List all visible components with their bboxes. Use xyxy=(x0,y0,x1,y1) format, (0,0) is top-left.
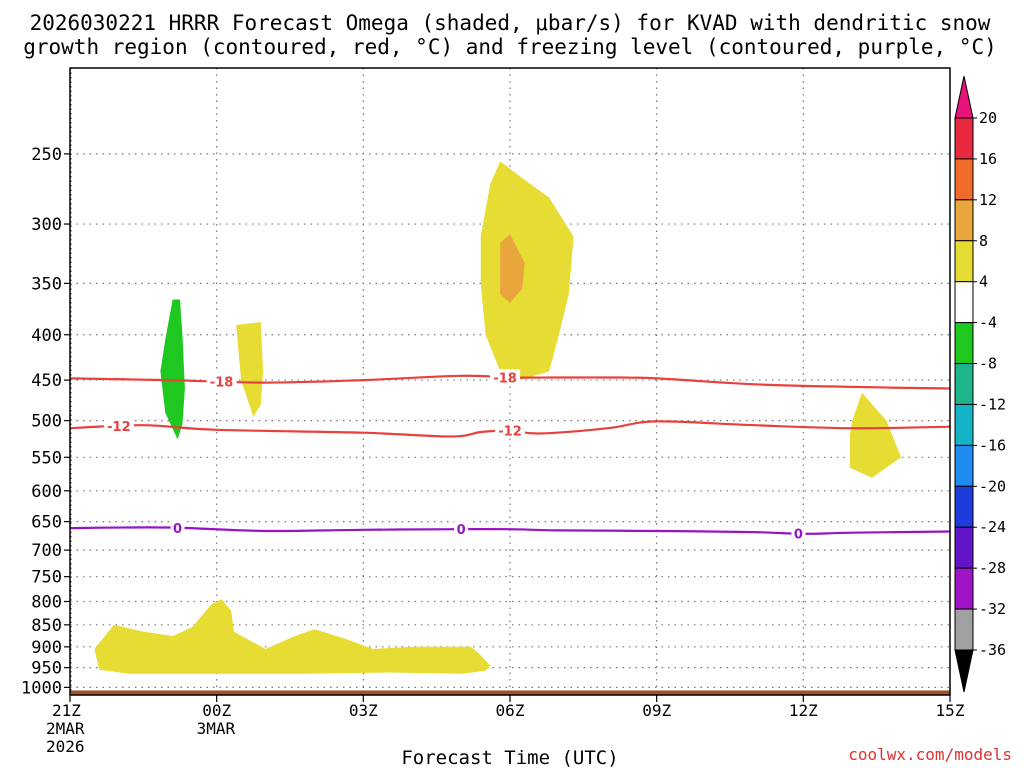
colorbar-box xyxy=(954,199,974,242)
colorbar-label: 20 xyxy=(979,109,997,127)
colorbar-box xyxy=(954,608,974,651)
omega-upper-core xyxy=(500,234,525,303)
x-tick-label: 15Z xyxy=(936,701,965,720)
dendritic-minus-18-line xyxy=(69,374,951,390)
colorbar-box xyxy=(954,117,974,160)
colorbar-box xyxy=(954,158,974,201)
contour-lines: -18 -18 -12 -12 0 0 0 xyxy=(69,369,951,543)
y-tick-label: 650 xyxy=(31,513,62,533)
dendritic-minus-18-label: -18 xyxy=(493,371,517,386)
y-tick-label: 950 xyxy=(31,659,62,679)
chart-title-line-1: 2026030221 HRRR Forecast Omega (shaded, … xyxy=(30,11,991,35)
colorbar-box xyxy=(954,240,974,283)
omega-upper-positive xyxy=(480,161,574,381)
omega-shading xyxy=(94,161,902,674)
x-tick-label: 09Z xyxy=(642,701,671,720)
y-tick-label: 700 xyxy=(31,541,62,561)
x-axis-title: Forecast Time (UTC) xyxy=(401,747,618,768)
omega-right-positive xyxy=(849,392,902,478)
freezing-level-0-label-bg xyxy=(454,521,469,537)
x-tick-sublabel-year: 2026 xyxy=(46,737,85,756)
colorbar-label: -4 xyxy=(979,314,997,332)
freezing-level-0-label: 0 xyxy=(173,522,182,537)
y-tick-label: 350 xyxy=(31,274,62,294)
colorbar-box xyxy=(954,281,974,324)
colorbar-label: 4 xyxy=(979,273,988,291)
y-tick-label: 250 xyxy=(31,145,62,165)
omega-negative xyxy=(160,299,185,440)
y-tick-label: 750 xyxy=(31,568,62,588)
freezing-level-0-label-bg xyxy=(170,519,185,535)
colorbar-label: -36 xyxy=(979,641,1006,659)
y-tick-label: 300 xyxy=(31,215,62,235)
colorbar-box xyxy=(954,403,974,446)
y-tick-label: 450 xyxy=(31,371,62,391)
surface-terrain-bar xyxy=(70,690,950,695)
credit-text: coolwx.com/models xyxy=(848,745,1012,764)
dendritic-minus-18-label: -18 xyxy=(210,375,234,390)
colorbar-box xyxy=(954,322,974,365)
x-tick-label: 12Z xyxy=(789,701,818,720)
colorbar-label: 16 xyxy=(979,150,997,168)
colorbar-box xyxy=(954,526,974,569)
dendritic-minus-18-label-bg xyxy=(206,373,237,389)
dendritic-minus-12-label: -12 xyxy=(498,425,522,440)
colorbar-label: -12 xyxy=(979,395,1006,413)
colorbar-label: 8 xyxy=(979,232,988,250)
omega-small-positive xyxy=(236,322,264,417)
y-tick-label: 850 xyxy=(31,616,62,636)
colorbar-box xyxy=(954,567,974,610)
dendritic-minus-12-label-bg xyxy=(495,422,525,438)
x-tick-sublabel-date: 2MAR xyxy=(46,719,85,738)
x-tick-label: 03Z xyxy=(349,701,378,720)
surface-bar xyxy=(70,690,950,695)
dendritic-minus-12-label: -12 xyxy=(107,420,131,435)
colorbar-box xyxy=(954,444,974,487)
colorbar-box xyxy=(954,485,974,528)
colorbar-top-arrow xyxy=(954,75,974,119)
x-tick-label: 21Z xyxy=(52,701,81,720)
colorbar-label: -20 xyxy=(979,477,1006,495)
y-tick-label: 1000 xyxy=(21,678,62,698)
y-tick-label: 600 xyxy=(31,482,62,502)
chart-title-line-2: growth region (contoured, red, °C) and f… xyxy=(23,35,997,59)
y-tick-label: 550 xyxy=(31,448,62,468)
y-tick-label: 400 xyxy=(31,326,62,346)
omega-colorbar: 20 16 12 8 4 -4 -8 -12 -16 -20 -24 -28 -32 -36 xyxy=(954,75,1006,693)
x-tick-label: 06Z xyxy=(496,701,525,720)
colorbar-label: -16 xyxy=(979,436,1006,454)
y-tick-label: 900 xyxy=(31,638,62,658)
y-tick-label: 500 xyxy=(31,412,62,432)
y-axis-ticks: 2503003504004505005506006507007508008509… xyxy=(21,145,70,698)
x-tick-sublabel-date: 3MAR xyxy=(197,719,236,738)
dendritic-minus-12-label-bg xyxy=(103,418,134,434)
freezing-level-0-label: 0 xyxy=(794,528,803,543)
freezing-level-0-label-bg xyxy=(791,525,806,541)
dendritic-minus-18-label-bg xyxy=(490,369,521,385)
omega-low-level-positive xyxy=(94,599,491,674)
x-tick-label: 00Z xyxy=(202,701,231,720)
colorbar-label: -28 xyxy=(979,559,1006,577)
colorbar-label: 12 xyxy=(979,191,997,209)
freezing-level-0-label: 0 xyxy=(457,523,466,538)
colorbar-box xyxy=(954,363,974,405)
y-tick-label: 800 xyxy=(31,593,62,613)
colorbar-label: -8 xyxy=(979,355,997,373)
colorbar-bottom-arrow xyxy=(954,649,974,693)
colorbar-label: -24 xyxy=(979,518,1006,536)
colorbar-label: -32 xyxy=(979,600,1006,618)
